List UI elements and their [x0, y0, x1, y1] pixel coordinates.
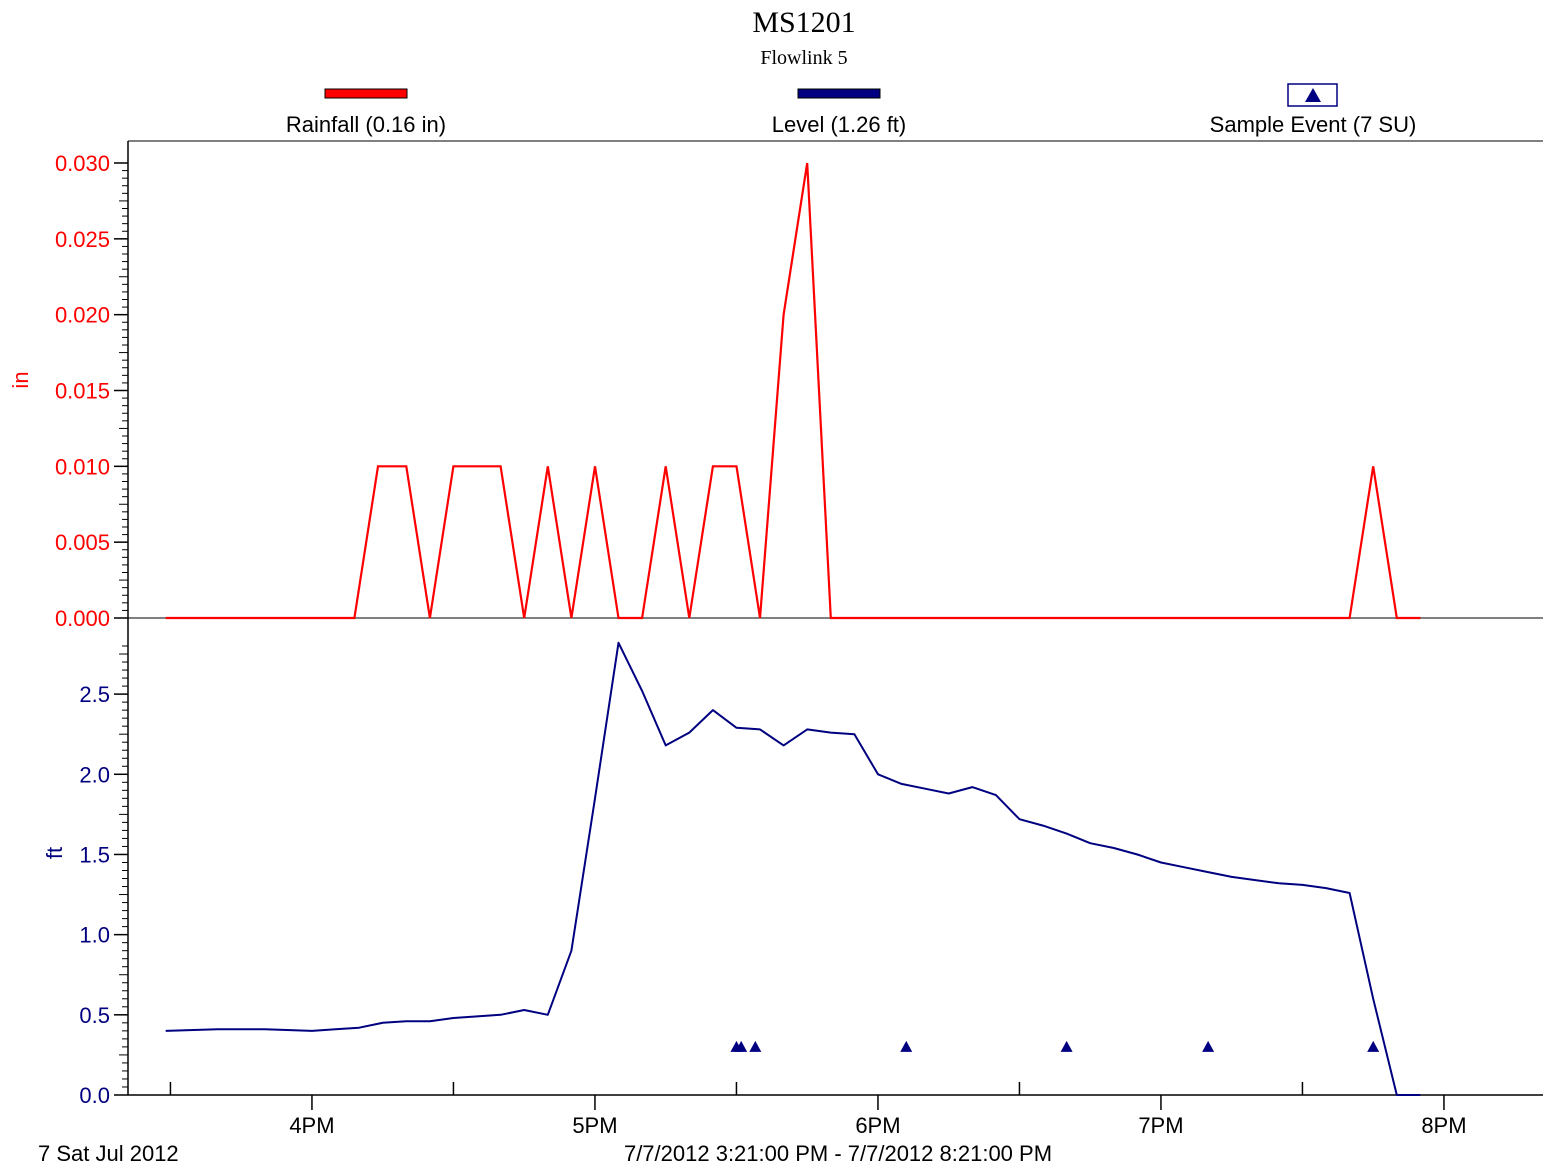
x-tick-label: 4PM	[289, 1113, 334, 1138]
chart-subtitle: Flowlink 5	[760, 47, 847, 69]
legend-swatch-level	[797, 88, 881, 99]
chart-title: MS1201	[752, 6, 855, 39]
sample-event-marker	[1367, 1040, 1380, 1052]
legend-label-sample: Sample Event (7 SU)	[1210, 112, 1417, 137]
level-y-tick-label: 0.5	[79, 1003, 110, 1028]
rain-y-tick-label: 0.010	[55, 454, 110, 479]
rain-y-tick-label: 0.020	[55, 303, 110, 328]
y-axis-title-level: ft	[42, 847, 67, 859]
sample-event-marker	[1202, 1040, 1215, 1052]
legend-swatch-rainfall	[324, 88, 408, 99]
level-y-tick-label: 0.0	[79, 1083, 110, 1108]
level-y-tick-label: 1.0	[79, 923, 110, 948]
level-y-tick-label: 2.0	[79, 762, 110, 787]
x-tick-label: 8PM	[1421, 1113, 1466, 1138]
rain-y-tick-label: 0.030	[55, 151, 110, 176]
sample-event-marker	[900, 1040, 913, 1052]
x-tick-label: 7PM	[1138, 1113, 1183, 1138]
rainfall-series-line	[165, 162, 1421, 620]
rain-y-tick-label: 0.025	[55, 227, 110, 252]
rain-y-tick-label: 0.005	[55, 530, 110, 555]
legend-sample-triangle-icon	[1305, 88, 1321, 102]
sample-event-marker	[735, 1040, 748, 1052]
sample-event-marker	[1060, 1040, 1073, 1052]
level-series-line	[165, 641, 1421, 1096]
footer-range-label: 7/7/2012 3:21:00 PM - 7/7/2012 8:21:00 P…	[624, 1141, 1052, 1166]
legend-label-level: Level (1.26 ft)	[772, 112, 907, 137]
rain-y-tick-label: 0.000	[55, 606, 110, 631]
y-axis-title-rainfall: in	[8, 371, 33, 388]
legend-label-rainfall: Rainfall (0.16 in)	[286, 112, 446, 137]
footer-date-label: 7 Sat Jul 2012	[38, 1141, 179, 1166]
x-tick-label: 6PM	[855, 1113, 900, 1138]
sample-event-marker	[749, 1040, 762, 1052]
rain-y-tick-label: 0.015	[55, 379, 110, 404]
level-y-tick-label: 2.5	[79, 682, 110, 707]
x-tick-label: 5PM	[572, 1113, 617, 1138]
level-y-tick-label: 1.5	[79, 842, 110, 867]
